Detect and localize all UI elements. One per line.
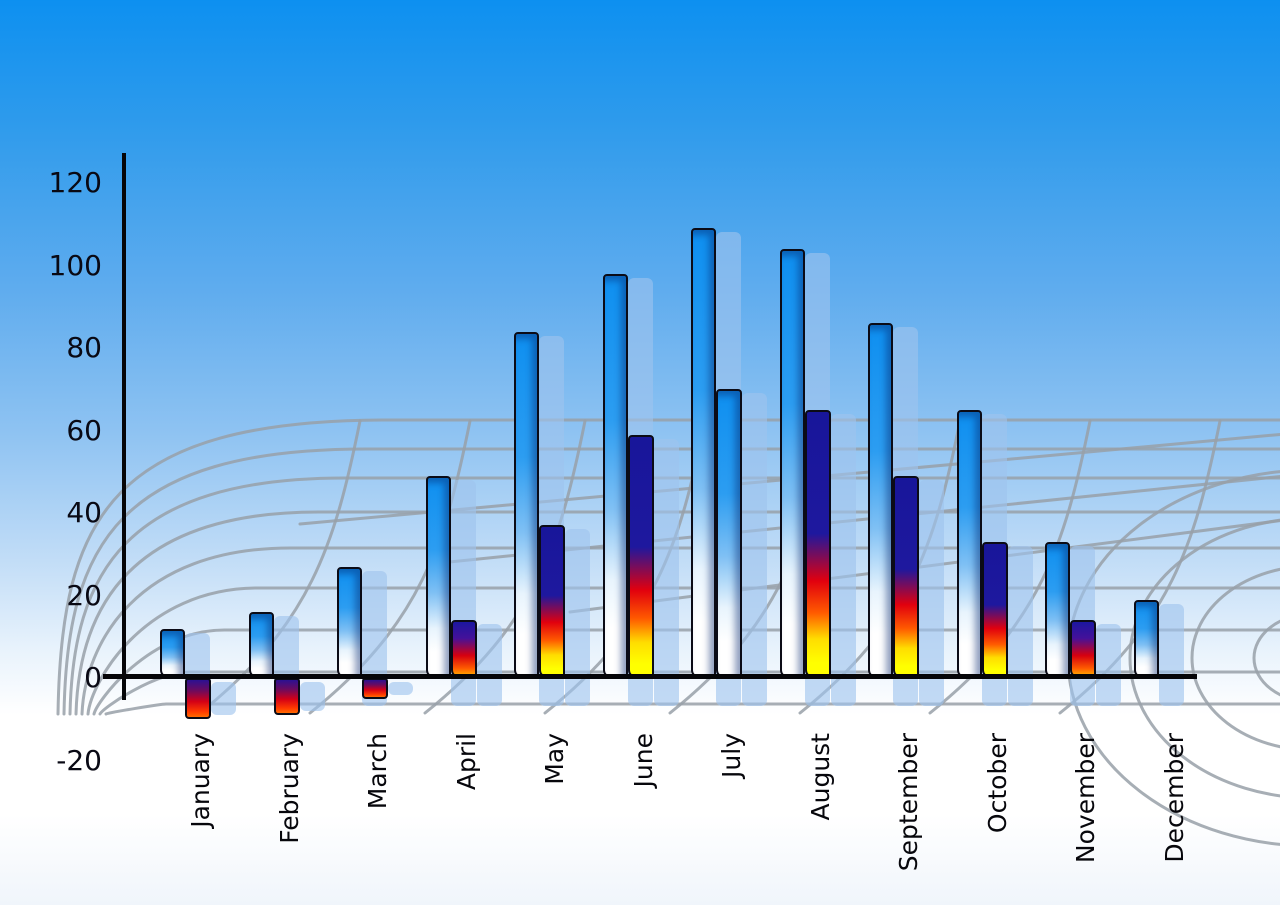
x-label-february: February [274,733,304,844]
bar-series2-june [627,434,654,678]
bar-series2-may [539,525,565,678]
y-tick-label-120: 120 [48,166,102,199]
bar-series1-november [1045,541,1070,678]
y-tick-label-0: 0 [84,661,102,694]
bar-echo-december [1158,603,1184,706]
bar-series1-february [248,612,274,678]
bar-series2-october [981,541,1008,678]
x-label-january: January [186,733,215,828]
y-tick-label-40: 40 [66,496,102,529]
bar-echo-series2-february [299,682,325,712]
bar-echo-series2-march [388,682,413,695]
y-tick-label-20: 20 [66,578,102,612]
y-tick-label--20: -20 [56,743,102,777]
y-axis-line [122,153,126,700]
x-label-march: March [363,733,392,810]
bar-series2-january [185,678,211,720]
x-label-august: August [805,733,835,821]
x-label-december: December [1159,733,1189,863]
x-axis-zero-line [103,674,1197,679]
bar-series2-august [804,409,831,678]
bar-series1-april [425,475,451,678]
x-label-july: July [717,733,746,778]
bar-series1-june [602,273,628,678]
bar-series1-december [1133,599,1159,678]
x-label-september: September [894,733,923,872]
bar-echo-series2-july [742,393,767,706]
bar-echo-series2-august [830,413,856,706]
bar-echo-series2-september [919,479,944,706]
bar-series1-september [868,323,893,678]
bar-series2-april [450,620,477,678]
x-label-june: June [628,733,658,788]
bar-echo-series2-june [653,438,679,706]
bar-series1-january [160,628,185,678]
x-label-april: April [451,733,481,791]
bar-series1-march [337,566,362,678]
x-label-november: November [1071,733,1100,864]
bar-series1-august [779,249,805,678]
y-tick-label-80: 80 [66,331,102,364]
bar-echo-series2-april [476,624,502,706]
bar-echo-series2-november [1096,624,1121,706]
x-label-may: May [540,733,569,785]
bar-series2-february [273,678,300,716]
bar-series1-may [514,331,539,678]
y-tick-label-100: 100 [48,248,102,282]
x-label-october: October [982,733,1012,834]
bar-series2-november [1070,620,1096,678]
bar-echo-series2-january [211,682,236,716]
y-tick-label-60: 60 [66,413,102,447]
bar-echo-series2-october [1007,545,1033,706]
bar-series1-october [956,409,982,678]
